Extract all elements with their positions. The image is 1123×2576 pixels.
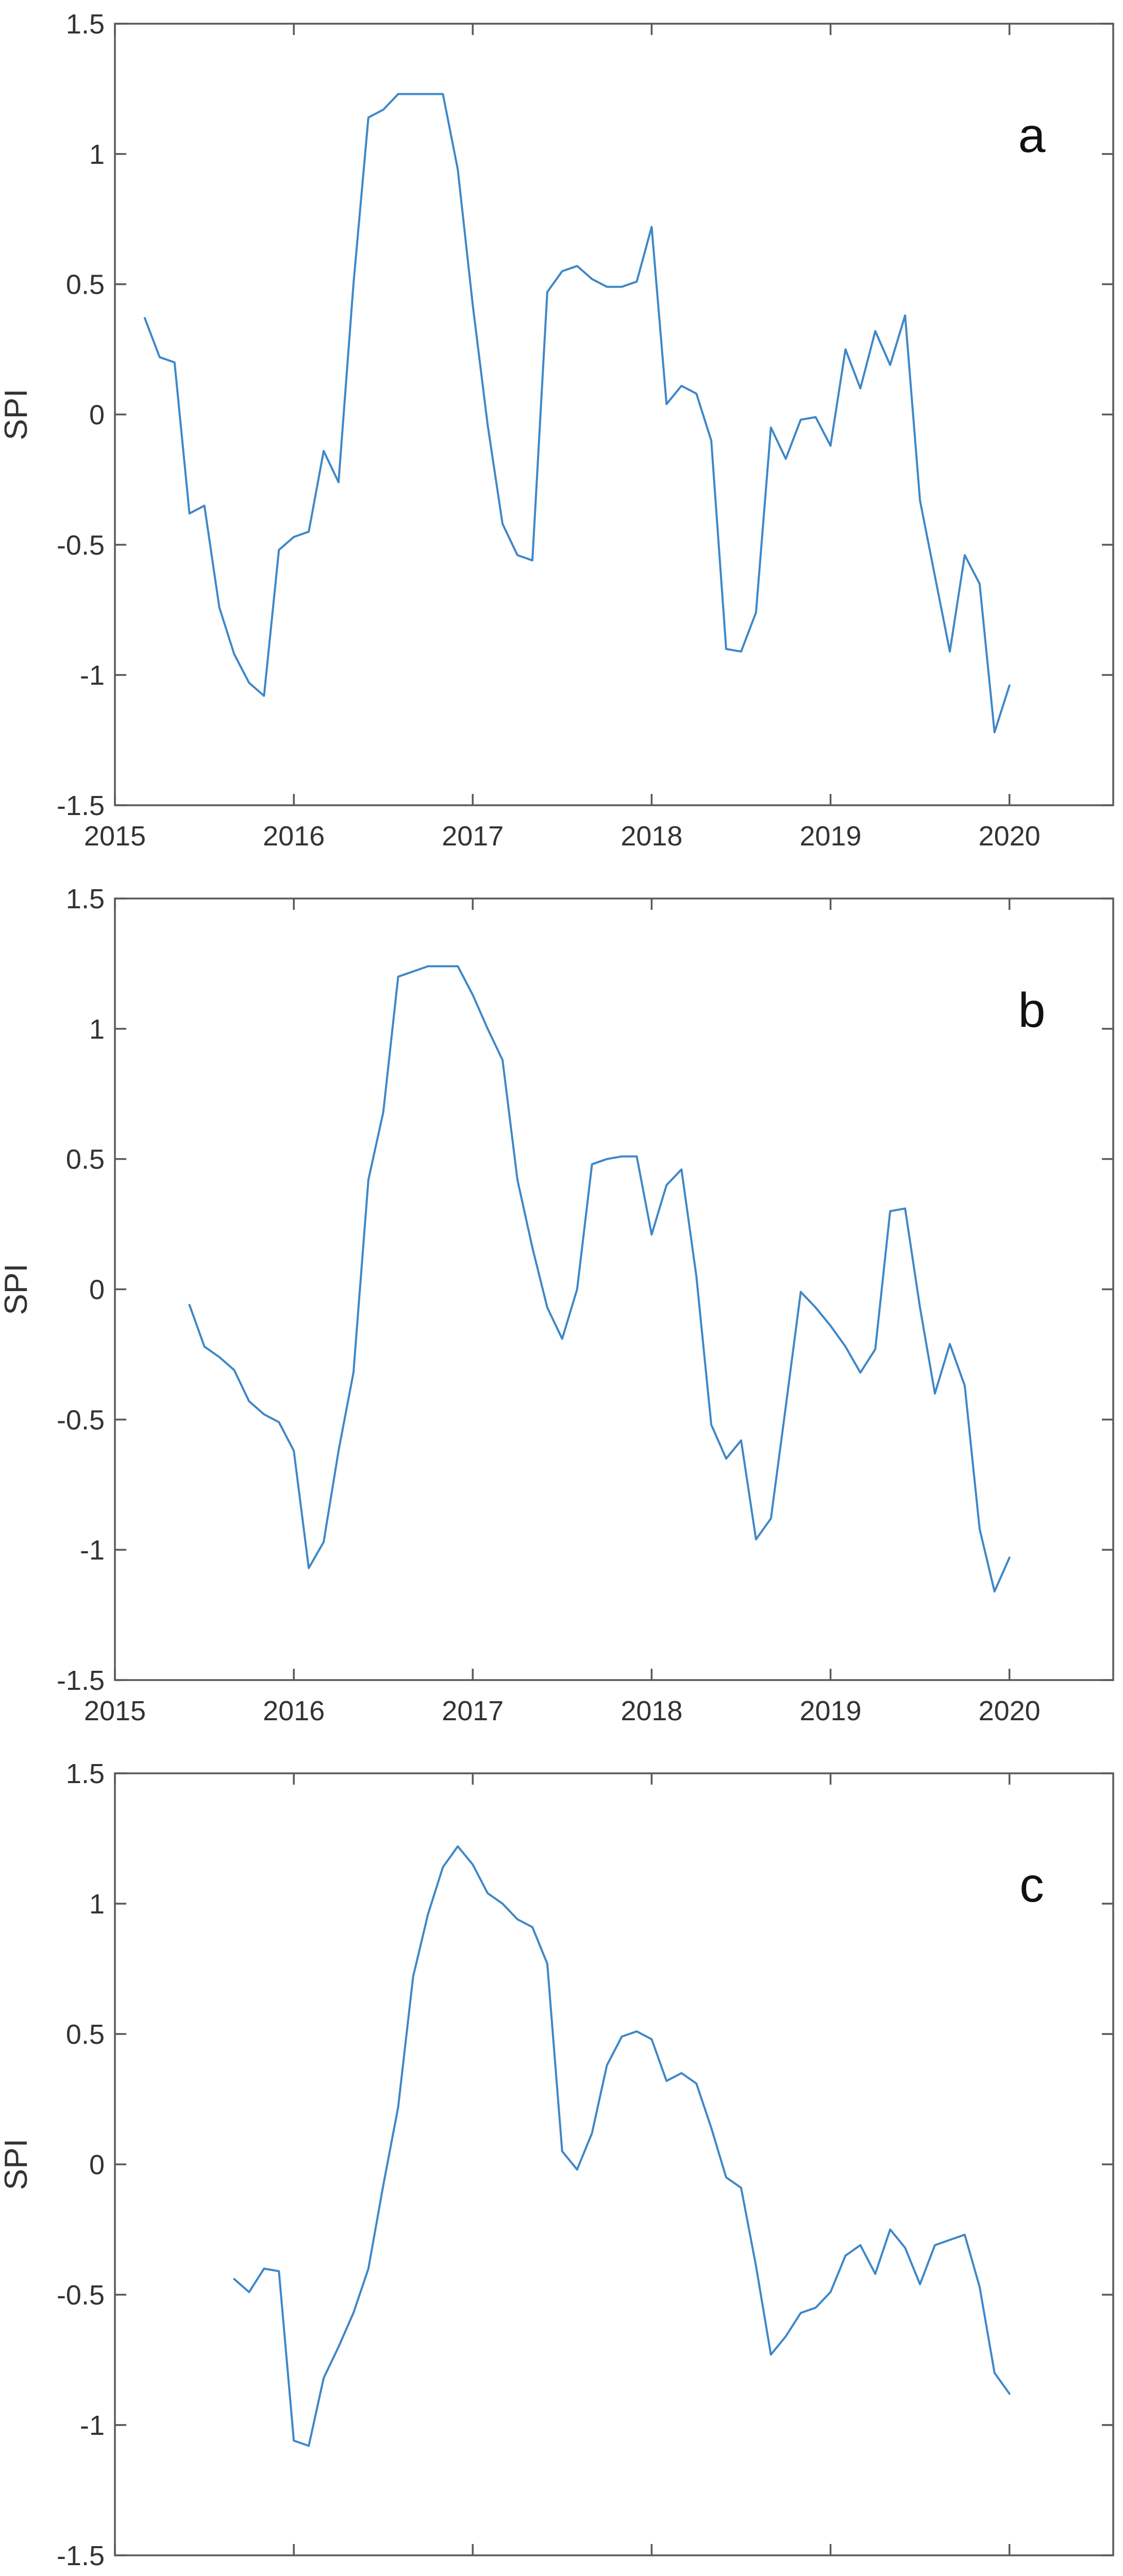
y-tick-label: -1.5 <box>57 1665 105 1696</box>
x-tick-label: 2015 <box>84 1696 146 1726</box>
spi-chart-b: 2015 2016 2017 2018 2019 2020 -1.5 -1 -0.5 0 0.5 1 1… <box>0 884 1114 1726</box>
y-tick-label: 0 <box>89 2149 105 2180</box>
x-tick-label: 2019 <box>799 2571 861 2576</box>
y-tick-label: 1 <box>89 139 105 170</box>
spi-line-a <box>143 93 1011 734</box>
x-tick-label: 2019 <box>799 821 861 852</box>
panel-c: 2015 2016 2017 2018 2019 2020 -1.5 -1 -0.5 0 0.5 1 1… <box>0 1750 1123 2576</box>
y-axis-label: SPI <box>0 389 34 440</box>
y-tick-label: -1 <box>80 2410 105 2441</box>
x-tick-label: 2015 <box>84 2571 146 2576</box>
y-tick-label: 1.5 <box>66 9 105 40</box>
y-tick-label: -1.5 <box>57 790 105 821</box>
spi-chart-c: 2015 2016 2017 2018 2019 2020 -1.5 -1 -0.5 0 0.5 1 1… <box>0 1758 1114 2576</box>
x-tick-label: 2017 <box>442 2571 504 2576</box>
panel-b: 2015 2016 2017 2018 2019 2020 -1.5 -1 -0.5 0 0.5 1 1… <box>0 875 1123 1750</box>
x-tick-label: 2015 <box>84 821 146 852</box>
x-tick-label: 2020 <box>979 1696 1041 1726</box>
y-tick-label: 0.5 <box>66 2019 105 2050</box>
y-tick-label: 1.5 <box>66 1758 105 1789</box>
y-tick-label: 0.5 <box>66 1144 105 1175</box>
x-tick-label: 2016 <box>263 2571 325 2576</box>
x-tick-label: 2018 <box>621 1696 682 1726</box>
panel-a: 2015 2016 2017 2018 2019 2020 -1.5 -1 -0.5 0 0.5 1 1… <box>0 0 1123 875</box>
y-tick-label: -0.5 <box>57 2280 105 2311</box>
y-axis-label: SPI <box>0 1264 34 1315</box>
y-tick-label: 0 <box>89 400 105 431</box>
plot-box <box>114 1772 1114 2556</box>
x-tick-label: 2017 <box>442 1696 504 1726</box>
x-tick-label: 2020 <box>979 821 1041 852</box>
plot-box <box>114 897 1114 1681</box>
y-tick-label: 1.5 <box>66 884 105 914</box>
x-tick-label: 2018 <box>621 2571 682 2576</box>
y-tick-label: 0 <box>89 1275 105 1306</box>
y-tick-label: -0.5 <box>57 1404 105 1435</box>
x-tick-label: 2017 <box>442 821 504 852</box>
x-tick-label: 2020 <box>979 2571 1041 2576</box>
spi-line-c <box>233 1845 1011 2447</box>
y-tick-label: -1 <box>80 660 105 691</box>
y-tick-label: -1.5 <box>57 2540 105 2571</box>
x-tick-label: 2016 <box>263 1696 325 1726</box>
spi-line-b <box>188 965 1011 1593</box>
y-axis-label: SPI <box>0 2139 34 2190</box>
y-tick-label: -0.5 <box>57 530 105 561</box>
y-tick-label: 0.5 <box>66 269 105 300</box>
x-tick-label: 2018 <box>621 821 682 852</box>
y-tick-label: 1 <box>89 1889 105 1920</box>
panel-letter: c <box>1019 1858 1044 1912</box>
x-tick-label: 2016 <box>263 821 325 852</box>
panel-letter: a <box>1018 108 1046 163</box>
y-tick-label: 1 <box>89 1014 105 1045</box>
y-tick-label: -1 <box>80 1535 105 1566</box>
panel-letter: b <box>1018 983 1046 1038</box>
spi-chart-a: 2015 2016 2017 2018 2019 2020 -1.5 -1 -0.5 0 0.5 1 1… <box>0 9 1114 852</box>
x-tick-label: 2019 <box>799 1696 861 1726</box>
